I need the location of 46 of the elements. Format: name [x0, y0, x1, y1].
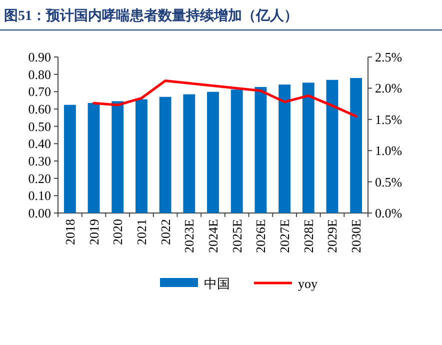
- x-tick-label: 2028E: [300, 218, 316, 253]
- legend-label: yoy: [298, 276, 318, 291]
- chart-title: 图51：预计国内哮喘患者数量持续增加（亿人）: [4, 8, 298, 24]
- bar: [64, 104, 76, 213]
- y-tick-label: 0.10: [28, 188, 51, 204]
- x-tick-label: 2020: [110, 219, 126, 245]
- x-tick-label: 2023E: [182, 218, 197, 253]
- bar: [254, 86, 267, 213]
- bar: [278, 84, 290, 213]
- y2-tick-label: 1.5%: [375, 112, 402, 127]
- legend-label: 中国: [204, 276, 230, 291]
- bar: [159, 96, 172, 213]
- y-tick-label: 0.20: [28, 170, 51, 186]
- x-tick-label: 2025E: [229, 218, 244, 253]
- y-tick-label: 0.30: [28, 154, 51, 168]
- bar: [230, 90, 243, 213]
- bar: [326, 80, 338, 213]
- y-tick-label: 0.70: [28, 84, 51, 100]
- bar: [88, 102, 100, 213]
- y2-tick-label: 0.0%: [375, 206, 402, 220]
- x-tick-label: 2021: [134, 219, 149, 245]
- y2-tick-label: 2.0%: [375, 80, 402, 96]
- line-series: [92, 79, 358, 118]
- x-tick-label: 2018: [62, 219, 78, 245]
- bar: [302, 82, 314, 213]
- y-tick-label: 0.80: [28, 66, 51, 82]
- x-tick-label: 2019: [86, 219, 102, 245]
- y-tick-label: 0.50: [28, 118, 51, 134]
- y2-tick-label: 0.5%: [375, 174, 402, 190]
- y-tick-label: 0.90: [28, 50, 51, 64]
- bar: [207, 92, 219, 213]
- x-tick-label: 2024E: [206, 218, 220, 253]
- x-tick-label: 2029E: [324, 218, 340, 253]
- bar: [136, 99, 148, 213]
- y-tick-label: 0.60: [28, 102, 51, 116]
- bar: [183, 94, 196, 213]
- y2-tick-label: 2.5%: [375, 50, 402, 64]
- y-tick-label: 0.40: [28, 136, 51, 152]
- y-tick-label: 0.00: [28, 206, 51, 220]
- x-tick-label: 2022: [158, 219, 173, 245]
- y2-tick-label: 1.0%: [375, 143, 402, 158]
- x-tick-label: 2027E: [277, 218, 292, 253]
- x-tick-label: 2026E: [253, 218, 268, 253]
- x-tick-label: 2030E: [348, 218, 364, 253]
- bar: [350, 78, 362, 213]
- bar: [112, 101, 124, 213]
